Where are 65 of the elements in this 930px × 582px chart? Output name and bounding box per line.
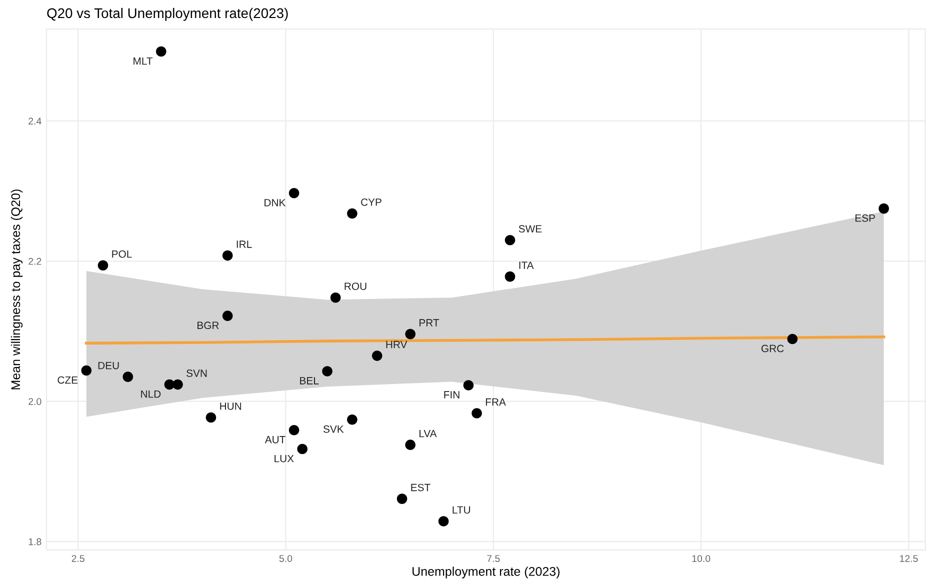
y-axis-title: Mean willingness to pay taxes (Q20) bbox=[10, 190, 23, 390]
point bbox=[297, 444, 308, 454]
y-tick-label: 2.4 bbox=[28, 118, 42, 124]
data-label: HRV bbox=[386, 340, 408, 348]
x-tick-label: 12.5 bbox=[900, 555, 918, 562]
data-label: DNK bbox=[264, 199, 286, 206]
point bbox=[81, 365, 92, 376]
point bbox=[156, 46, 166, 57]
point bbox=[504, 271, 516, 282]
data-label: SVK bbox=[323, 425, 344, 433]
point bbox=[122, 372, 134, 382]
data-label: DEU bbox=[98, 362, 119, 370]
x-tick-label: 7.5 bbox=[487, 555, 500, 562]
point bbox=[504, 234, 516, 246]
x-axis-title: Unemployment rate (2023) bbox=[412, 566, 560, 578]
point bbox=[405, 440, 416, 450]
point bbox=[372, 350, 382, 361]
point bbox=[347, 414, 358, 425]
x-tick-label: 5.0 bbox=[279, 555, 292, 562]
x-tick-label: 2.5 bbox=[72, 555, 84, 562]
data-label: SVN bbox=[186, 370, 207, 377]
data-label: HUN bbox=[220, 402, 242, 410]
point bbox=[222, 250, 233, 261]
point bbox=[172, 379, 183, 390]
data-label: GRC bbox=[761, 344, 784, 352]
point bbox=[405, 328, 416, 340]
data-label: NLD bbox=[141, 390, 161, 398]
data-label: FIN bbox=[444, 391, 460, 398]
data-label: BEL bbox=[300, 377, 319, 384]
data-label: ROU bbox=[344, 282, 366, 290]
y-tick-label: 2.0 bbox=[28, 398, 42, 405]
y-tick-label: 2.2 bbox=[28, 258, 42, 265]
data-label: POL bbox=[112, 250, 132, 258]
data-label: ESP bbox=[855, 214, 875, 222]
point bbox=[463, 380, 474, 390]
point bbox=[288, 424, 300, 436]
data-label: ITA bbox=[519, 262, 534, 269]
point bbox=[396, 494, 408, 504]
point bbox=[472, 408, 482, 418]
data-label: CZE bbox=[58, 376, 78, 384]
x-tick-label: 10.0 bbox=[692, 555, 710, 562]
point bbox=[787, 334, 798, 344]
data-label: MLT bbox=[134, 57, 153, 65]
point bbox=[222, 310, 233, 321]
y-tick-label: 1.8 bbox=[28, 538, 42, 546]
point bbox=[347, 208, 358, 219]
data-label: LUX bbox=[274, 454, 294, 462]
point bbox=[322, 366, 332, 376]
data-label: BGR bbox=[198, 322, 219, 330]
point bbox=[438, 516, 449, 526]
chart-title: Q20 vs Total Unemployment rate(2023) bbox=[47, 8, 288, 21]
point bbox=[878, 203, 889, 214]
data-label: LVA bbox=[420, 430, 437, 438]
data-label: PRT bbox=[420, 319, 440, 326]
data-label: LTU bbox=[452, 506, 470, 514]
point bbox=[288, 188, 300, 198]
data-label: IRL bbox=[236, 240, 252, 248]
data-label: CYP bbox=[361, 198, 382, 206]
data-label: EST bbox=[411, 484, 430, 492]
point bbox=[206, 412, 216, 423]
data-label: AUT bbox=[264, 436, 286, 444]
data-label: SWE bbox=[518, 225, 542, 233]
data-label: FRA bbox=[486, 398, 506, 406]
point bbox=[98, 260, 108, 271]
point bbox=[330, 292, 341, 303]
